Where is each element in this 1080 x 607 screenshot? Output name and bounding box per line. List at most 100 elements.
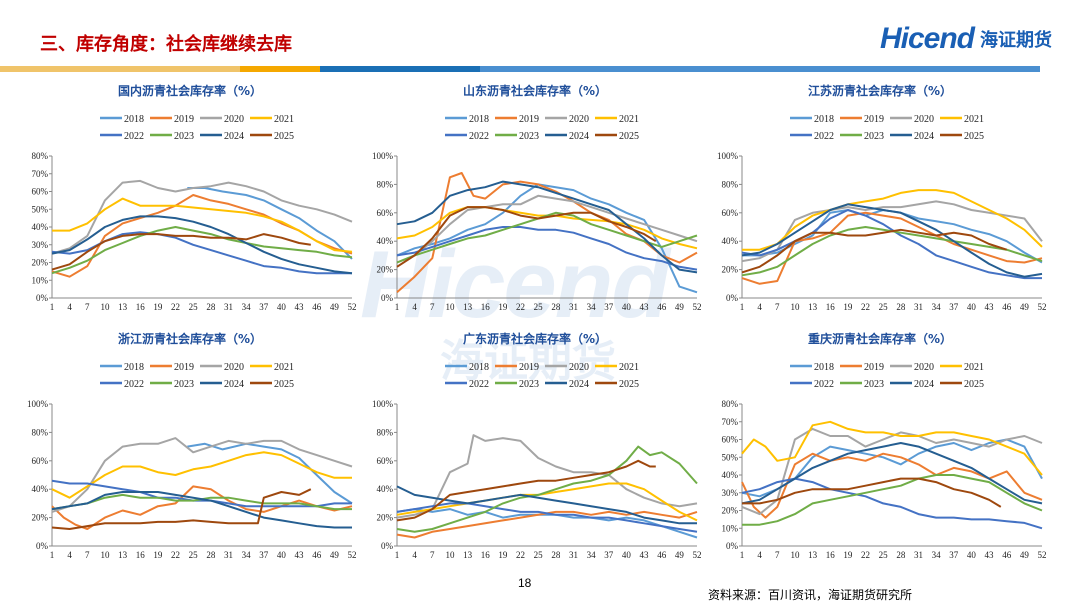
series-line-2024 bbox=[396, 485, 697, 525]
y-tick-label: 80% bbox=[722, 179, 739, 189]
x-tick-label: 49 bbox=[1020, 302, 1030, 312]
x-tick-label: 37 bbox=[949, 302, 959, 312]
legend-label-2021: 2021 bbox=[964, 362, 984, 373]
y-tick-label: 80% bbox=[722, 399, 739, 409]
y-tick-label: 70% bbox=[722, 417, 739, 427]
x-tick-label: 10 bbox=[790, 302, 800, 312]
y-tick-label: 0% bbox=[36, 293, 49, 303]
y-tick-label: 20% bbox=[32, 513, 49, 523]
x-tick-label: 52 bbox=[693, 550, 702, 560]
page-title: 三、库存角度：社会库继续去库 bbox=[40, 34, 292, 55]
x-tick-label: 31 bbox=[914, 550, 923, 560]
chart-title: 浙江沥青社会库存率（%） bbox=[118, 331, 262, 346]
legend-label-2025: 2025 bbox=[619, 379, 639, 390]
y-tick-label: 70% bbox=[32, 169, 49, 179]
legend-label-2018: 2018 bbox=[124, 114, 144, 125]
x-tick-label: 28 bbox=[896, 302, 906, 312]
x-tick-label: 52 bbox=[348, 550, 357, 560]
x-tick-label: 22 bbox=[516, 550, 525, 560]
legend-label-2019: 2019 bbox=[519, 362, 539, 373]
series-line-2025 bbox=[51, 233, 311, 271]
y-tick-label: 80% bbox=[32, 151, 49, 161]
series-line-2024 bbox=[51, 215, 353, 275]
x-tick-label: 37 bbox=[604, 550, 614, 560]
x-tick-label: 28 bbox=[551, 550, 561, 560]
x-tick-label: 25 bbox=[879, 550, 889, 560]
x-tick-label: 10 bbox=[445, 550, 455, 560]
page-number: 18 bbox=[518, 576, 532, 590]
x-tick-label: 4 bbox=[67, 302, 72, 312]
x-tick-label: 31 bbox=[914, 302, 923, 312]
series-line-2022 bbox=[396, 502, 698, 533]
x-tick-label: 25 bbox=[534, 302, 544, 312]
series-line-2019 bbox=[51, 485, 353, 530]
x-tick-label: 10 bbox=[790, 550, 800, 560]
legend-label-2022: 2022 bbox=[124, 379, 144, 390]
series-line-2024 bbox=[741, 203, 1043, 278]
chart-title: 江苏沥青社会库存率（%） bbox=[808, 83, 952, 98]
x-tick-label: 43 bbox=[640, 302, 650, 312]
legend-label-2018: 2018 bbox=[814, 114, 834, 125]
x-tick-label: 10 bbox=[100, 302, 110, 312]
legend-label-2019: 2019 bbox=[519, 114, 539, 125]
x-tick-label: 13 bbox=[463, 302, 473, 312]
legend-label-2022: 2022 bbox=[469, 379, 489, 390]
x-tick-label: 46 bbox=[312, 302, 322, 312]
x-tick-label: 4 bbox=[757, 302, 762, 312]
x-tick-label: 19 bbox=[843, 550, 853, 560]
x-tick-label: 40 bbox=[967, 550, 977, 560]
legend-label-2020: 2020 bbox=[914, 114, 934, 125]
x-tick-label: 25 bbox=[534, 550, 544, 560]
brand-logo: Hicend 海证期货 bbox=[880, 22, 1052, 56]
x-tick-label: 40 bbox=[277, 550, 287, 560]
x-tick-label: 52 bbox=[348, 302, 357, 312]
chart-guangdong: 广东沥青社会库存率（%） 2018 2019 2020 2021 2022 2023 2024… bbox=[365, 326, 705, 566]
legend-label-2024: 2024 bbox=[224, 379, 244, 390]
source-note: 资料来源：百川资讯，海证期货研究所 bbox=[708, 588, 913, 602]
x-tick-label: 1 bbox=[50, 550, 55, 560]
series-line-2021 bbox=[742, 189, 1043, 251]
legend-label-2019: 2019 bbox=[174, 114, 194, 125]
legend-label-2023: 2023 bbox=[174, 379, 194, 390]
y-tick-label: 40% bbox=[722, 236, 739, 246]
chart-chongqing: 重庆沥青社会库存率（%） 2018 2019 2020 2021 2022 2023 2024… bbox=[710, 326, 1050, 566]
x-tick-label: 34 bbox=[242, 550, 252, 560]
x-tick-label: 34 bbox=[587, 302, 597, 312]
y-tick-label: 60% bbox=[32, 456, 49, 466]
y-tick-label: 80% bbox=[32, 427, 49, 437]
y-tick-label: 0% bbox=[381, 541, 394, 551]
chart-title: 重庆沥青社会库存率（%） bbox=[808, 331, 952, 346]
x-tick-label: 1 bbox=[740, 550, 745, 560]
series-line-2022 bbox=[396, 226, 698, 271]
legend-label-2018: 2018 bbox=[469, 362, 489, 373]
x-tick-label: 52 bbox=[1038, 302, 1047, 312]
series-line-2022 bbox=[51, 479, 352, 508]
series-line-2025 bbox=[51, 488, 312, 530]
x-tick-label: 16 bbox=[136, 550, 146, 560]
x-tick-label: 13 bbox=[118, 302, 128, 312]
legend-label-2022: 2022 bbox=[124, 131, 144, 142]
x-tick-label: 1 bbox=[740, 302, 745, 312]
y-tick-label: 80% bbox=[377, 179, 394, 189]
x-tick-label: 22 bbox=[861, 302, 870, 312]
x-tick-label: 28 bbox=[206, 302, 216, 312]
series-line-2018 bbox=[187, 187, 353, 260]
x-tick-label: 52 bbox=[1038, 550, 1047, 560]
y-tick-label: 30% bbox=[722, 488, 739, 498]
y-tick-label: 60% bbox=[377, 456, 394, 466]
x-tick-label: 22 bbox=[171, 550, 180, 560]
y-tick-label: 10% bbox=[722, 523, 739, 533]
x-tick-label: 4 bbox=[412, 302, 417, 312]
x-tick-label: 46 bbox=[657, 302, 667, 312]
x-tick-label: 1 bbox=[50, 302, 55, 312]
series-line-2020 bbox=[51, 437, 353, 513]
legend-label-2022: 2022 bbox=[469, 131, 489, 142]
x-tick-label: 7 bbox=[775, 302, 780, 312]
x-tick-label: 16 bbox=[826, 550, 836, 560]
x-tick-label: 43 bbox=[640, 550, 650, 560]
legend-label-2024: 2024 bbox=[569, 131, 589, 142]
chart-title: 山东沥青社会库存率（%） bbox=[463, 83, 607, 98]
x-tick-label: 16 bbox=[481, 302, 491, 312]
legend-label-2019: 2019 bbox=[174, 362, 194, 373]
series-line-2021 bbox=[741, 420, 1043, 476]
